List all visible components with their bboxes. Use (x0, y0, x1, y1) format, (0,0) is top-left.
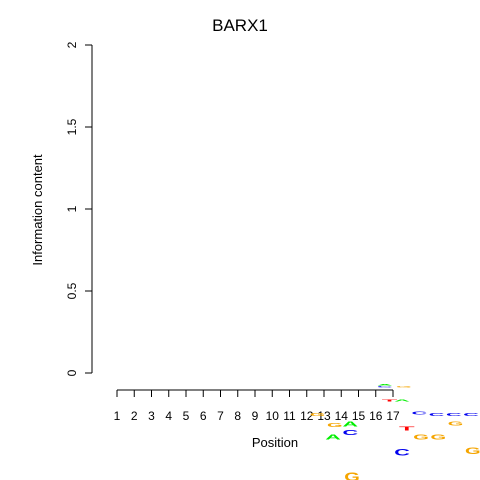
logo-letter-a: A (394, 399, 410, 402)
y-tick-label: 1.5 (65, 118, 79, 135)
logo-letter-t: T (399, 425, 416, 432)
logo-letter-a: A (325, 433, 341, 441)
logo-letter-g: G (310, 412, 326, 417)
x-tick-label: 8 (234, 409, 241, 423)
logo-letter-g: G (396, 386, 412, 388)
x-tick-label: 5 (183, 409, 190, 423)
x-tick-label: 3 (148, 409, 155, 423)
x-tick-label: 7 (217, 409, 224, 423)
logo-letter-c: C (446, 412, 462, 417)
x-tick-label: 2 (131, 409, 138, 423)
logo-letter-c: C (377, 386, 393, 388)
logo-letter-g: G (413, 433, 429, 441)
x-tick-label: 13 (317, 409, 331, 423)
letter-stacks: GATCTGCATGCACATACTGCTACGTACGTACGATCGTACG… (310, 384, 480, 480)
logo-letter-t: T (365, 478, 381, 480)
logo-letter-g: G (327, 422, 343, 428)
x-tick-label: 10 (266, 409, 280, 423)
logo-letter-c: C (342, 428, 358, 436)
x-tick-label: 4 (165, 409, 172, 423)
x-axis: 1 2 3 4 5 6 7 8 9 10 11 12 13 14 15 16 17 (114, 389, 400, 423)
x-tick-label: 14 (335, 409, 349, 423)
logo-letter-g: G (344, 471, 360, 480)
y-tick-label: 0 (65, 369, 79, 376)
y-tick-label: 0.5 (65, 282, 79, 299)
x-tick-label: 15 (352, 409, 366, 423)
logo-letter-t: T (382, 399, 398, 402)
logo-letter-c: C (429, 412, 445, 417)
logo-letter-c: C (411, 411, 427, 416)
logo-letter-g: G (430, 433, 446, 441)
x-tick-label: 6 (200, 409, 207, 423)
x-tick-label: 12 (300, 409, 314, 423)
logo-letter-g: G (465, 447, 480, 457)
logo-letter-a: A (342, 420, 358, 428)
x-tick-label: 1 (114, 409, 121, 423)
x-axis-label: Position (252, 435, 298, 450)
x-tick-label: 9 (252, 409, 259, 423)
x-tick-label: 17 (386, 409, 400, 423)
logo-letter-a: A (377, 384, 393, 386)
logo-letter-c: C (463, 412, 479, 417)
chart-title: BARX1 (212, 16, 268, 35)
x-tick-label: 11 (283, 409, 296, 423)
logo-letter-g: G (448, 421, 464, 427)
y-axis: 0 0.5 1 1.5 2 (65, 41, 93, 376)
logo-letter-c: C (394, 448, 410, 458)
x-tick-label: 16 (369, 409, 383, 423)
y-tick-label: 1 (65, 205, 79, 212)
y-axis-label: Information content (30, 154, 45, 266)
y-tick-label: 2 (65, 41, 79, 48)
